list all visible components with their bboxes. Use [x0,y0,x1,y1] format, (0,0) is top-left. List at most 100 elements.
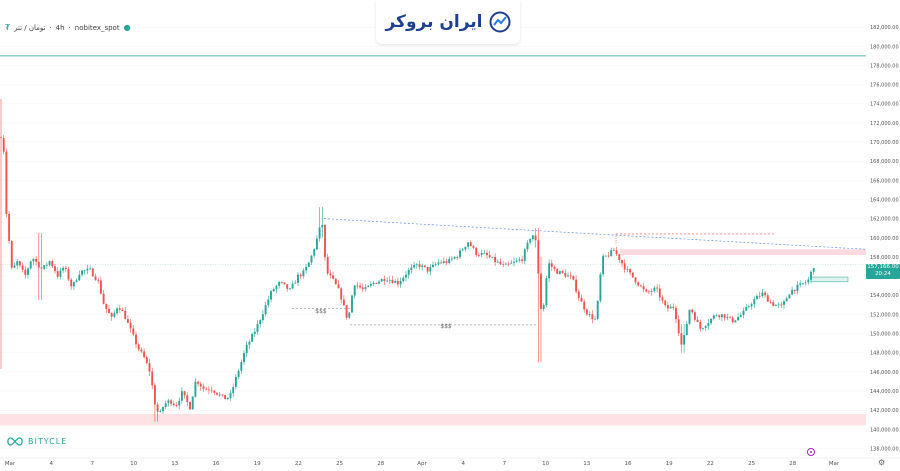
interval-label[interactable]: 4h [55,23,65,32]
candle-body [488,255,491,258]
time-axis[interactable]: Mar 4 7 10 13 16 19 22 25 28 Apr 4 7 10 13 16 19 22 25 28 Ma… [0,457,900,471]
candle-body [680,333,683,345]
candle-body [599,274,602,301]
candle-body [810,271,812,280]
candle-body [251,333,254,342]
time-tick-label: 13 [171,461,178,467]
candle-body [507,263,510,265]
price-tick-label: 178,000.00 [870,63,899,69]
candle-body [383,279,386,282]
candle-body [577,291,580,298]
candle-body [8,214,11,242]
candle-body [62,267,65,271]
candle-body [202,386,205,389]
candle-body [523,249,526,261]
candle-body [685,323,688,336]
candle-body [359,285,362,288]
candle-body [623,263,626,270]
candle-body [232,387,235,394]
settings-gear-icon[interactable]: ⚙ [878,458,886,467]
footer-logo-name: BITYCLE [28,437,68,446]
candle-body [702,327,704,329]
candle-body [121,309,124,311]
candle-body [207,389,210,391]
candle-body [434,264,437,265]
candle-body [70,279,73,287]
candle-body [81,270,83,275]
candle-body [604,255,607,257]
time-tick-label: 25 [748,461,755,467]
candle-body [210,390,213,392]
supply-zone [620,249,866,256]
candle-body [72,281,75,287]
candle-body [531,235,534,240]
liquidity-label-1: $$$ [315,308,327,315]
candle-body [780,304,783,306]
candle-body [645,289,648,292]
candle-body [297,274,299,283]
price-tick-label: 152,000.00 [870,312,899,318]
symbol-header[interactable]: ₮ تومان / تتر · 4h · nobitex_spot ● [5,23,131,32]
candle-body [140,349,143,352]
candle-body [13,265,16,268]
candle-body [710,318,713,324]
candle-body [108,308,110,314]
candle-body [766,295,769,302]
candle-body [486,252,488,256]
candle-body [429,267,432,272]
candle-body [407,269,410,275]
demand-zone [0,413,866,426]
candle-body [769,301,772,303]
candle-body [675,307,677,320]
candle-body [548,263,551,279]
time-tick-label: Mar [5,461,16,467]
candle-body [631,272,634,278]
market-status-icon: ● [123,23,131,32]
infinity-logo-icon [7,437,23,446]
candle-body [94,276,97,280]
time-tick-label: 19 [666,461,673,467]
candle-body [693,312,696,320]
candle-body [253,331,256,334]
candle-body [334,278,337,285]
candle-body [59,270,62,277]
candle-body [450,258,453,260]
candle-body [272,289,275,292]
candle-body [145,357,148,364]
candle-body [494,256,497,263]
candle-body [278,282,281,286]
candle-body [683,335,686,345]
candle-body [275,285,278,290]
candle-body [421,265,424,268]
time-tick-label: 16 [213,461,220,467]
candle-body [556,268,559,274]
candle-body [391,279,394,283]
candle-body [475,247,478,255]
candle-body [629,269,632,273]
candle-body [634,277,637,283]
event-marker-icon[interactable] [807,448,815,456]
candle-body [353,285,356,296]
price-tick-label: 154,000.00 [870,293,899,299]
time-tick-label: 4 [461,461,465,467]
candle-body [405,274,407,278]
candle-body [677,319,680,334]
candle-body [116,308,119,314]
candle-body [259,320,262,325]
candle-body [256,324,259,332]
price-tick-label: 138,000.00 [870,446,899,452]
time-tick-label: 7 [503,461,507,467]
candle-body [394,280,397,283]
brand-logo: ایران بروکر [376,0,520,44]
candle-body [159,411,162,412]
candle-body [704,326,707,328]
candle-body [594,318,596,320]
candle-body [464,246,467,250]
candle-body [167,400,170,404]
candle-body [496,261,499,263]
candle-body [291,283,294,289]
candle-body [440,262,443,264]
time-tick-label: 10 [542,461,549,467]
price-axis[interactable]: 182,000.00 180,000.00 178,000.00 176,000.00… [866,0,900,471]
